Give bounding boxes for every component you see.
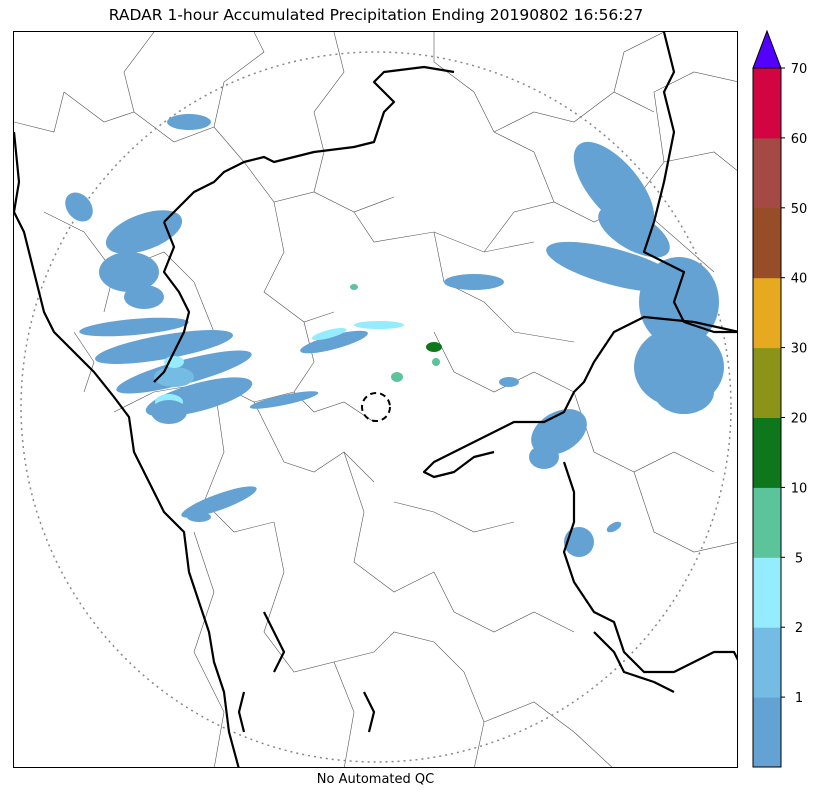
radar-site-marker — [361, 392, 391, 422]
colorbar-tick-label: 50 — [791, 202, 808, 217]
colorbar-bin — [753, 277, 781, 349]
colorbar-tick-label: 60 — [791, 132, 808, 147]
colorbar-bin — [753, 417, 781, 488]
colorbar-tick-label: 5 — [795, 551, 803, 566]
colorbar-tick-label: 10 — [791, 481, 808, 496]
colorbar-tick-label: 20 — [791, 412, 808, 427]
qc-caption: No Automated QC — [316, 772, 435, 787]
range-ring — [20, 51, 732, 763]
colorbar-bin — [753, 487, 781, 558]
colorbar-bin — [753, 557, 781, 628]
colorbar-tick-label: 70 — [791, 62, 808, 77]
colorbar-tick-label: 2 — [795, 621, 803, 636]
colorbar-tick-label: 30 — [791, 342, 808, 357]
radar-map — [13, 31, 738, 768]
colorbar-bin — [753, 697, 781, 768]
colorbar-tick-label: 1 — [795, 691, 803, 706]
colorbar-tick-label: 40 — [791, 272, 808, 287]
colorbar-bin — [753, 137, 781, 209]
colorbar-bin — [753, 68, 781, 139]
colorbar-extend-arrow — [752, 29, 782, 69]
colorbar: 1 2 5 10 20 30 40 50 60 70 — [752, 29, 825, 770]
colorbar-bin — [753, 207, 781, 279]
colorbar-bin — [753, 347, 781, 418]
district-boundaries — [14, 32, 737, 767]
precipitation-echoes — [65, 114, 724, 557]
radar-map-svg — [14, 32, 737, 767]
map-title: RADAR 1-hour Accumulated Precipitation E… — [108, 6, 644, 24]
colorbar-svg: 1 2 5 10 20 30 40 50 60 70 — [752, 29, 808, 768]
colorbar-bin — [753, 627, 781, 698]
state-borders — [14, 32, 737, 767]
